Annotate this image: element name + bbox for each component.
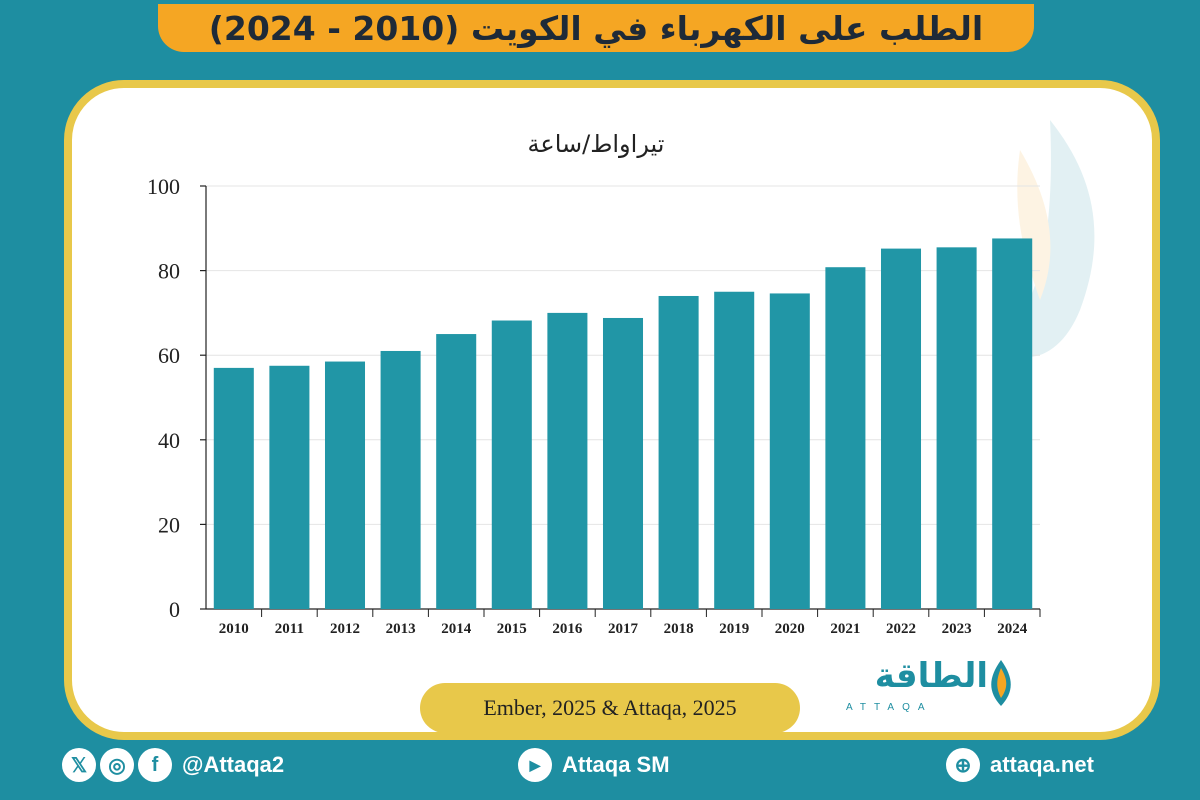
youtube-icon: ▶ <box>518 748 552 782</box>
bar-2024 <box>992 238 1033 609</box>
facebook-icon[interactable]: f <box>138 748 172 782</box>
instagram-icon[interactable]: ◎ <box>100 748 134 782</box>
social-links: 𝕏 ◎ f @Attaqa2 <box>62 748 284 782</box>
x-tick-label: 2020 <box>775 621 805 637</box>
bar-2021 <box>825 267 866 609</box>
bar-2011 <box>269 365 310 609</box>
x-tick-label: 2018 <box>664 621 694 637</box>
attaqa-logo: الطاقة ATTAQA <box>838 656 1018 718</box>
x-tick-label: 2019 <box>719 621 749 637</box>
x-tick-label: 2024 <box>997 621 1028 637</box>
source-pill: Ember, 2025 & Attaqa, 2025 <box>420 683 800 733</box>
youtube-link[interactable]: ▶ Attaqa SM <box>518 748 670 782</box>
flame-drop-icon <box>991 660 1011 706</box>
chart-title: الطلب على الكهرباء في الكويت (2010 - 202… <box>208 8 984 48</box>
x-tick-label: 2010 <box>219 621 249 637</box>
bar-2010 <box>213 367 254 609</box>
bar-2023 <box>936 247 977 609</box>
bar-2020 <box>769 293 810 609</box>
x-tick-label: 2012 <box>330 621 360 637</box>
bar-2015 <box>491 320 532 609</box>
bar-2014 <box>436 334 477 609</box>
x-icon[interactable]: 𝕏 <box>62 748 96 782</box>
y-tick-label: 60 <box>158 343 180 368</box>
website-url: attaqa.net <box>990 752 1094 777</box>
y-tick-label: 80 <box>158 259 180 284</box>
logo-arabic-text: الطاقة <box>874 656 988 696</box>
y-tick-label: 40 <box>158 428 180 453</box>
x-tick-label: 2022 <box>886 621 916 637</box>
x-tick-label: 2017 <box>608 621 639 637</box>
bar-2016 <box>547 312 588 609</box>
x-tick-label: 2023 <box>942 621 972 637</box>
bar-2019 <box>714 291 755 609</box>
bar-2017 <box>602 317 644 609</box>
x-tick-label: 2014 <box>441 621 472 637</box>
youtube-handle: Attaqa SM <box>562 752 670 777</box>
logo-english-text: ATTAQA <box>846 702 933 713</box>
footer: 𝕏 ◎ f @Attaqa2 ▶ Attaqa SM ⊕ attaqa.net <box>0 740 1200 800</box>
watermark-logo-icon <box>1000 120 1095 357</box>
y-tick-label: 20 <box>158 512 180 537</box>
y-tick-label: 100 <box>147 174 180 199</box>
x-tick-label: 2011 <box>275 621 304 637</box>
y-axis-unit-label: تيراواط/ساعة <box>527 130 665 158</box>
title-banner: الطلب على الكهرباء في الكويت (2010 - 202… <box>158 4 1034 52</box>
x-tick-label: 2021 <box>830 621 860 637</box>
bar-2012 <box>324 361 366 609</box>
x-tick-label: 2013 <box>386 621 416 637</box>
y-tick-label: 0 <box>169 597 180 622</box>
website-link[interactable]: ⊕ attaqa.net <box>946 748 1094 782</box>
social-handle[interactable]: @Attaqa2 <box>182 752 285 777</box>
x-tick-label: 2016 <box>552 621 583 637</box>
bar-2022 <box>880 248 922 609</box>
bar-2018 <box>658 295 699 609</box>
bar-2013 <box>380 350 421 609</box>
x-tick-label: 2015 <box>497 621 527 637</box>
globe-icon: ⊕ <box>946 748 980 782</box>
source-text: Ember, 2025 & Attaqa, 2025 <box>483 695 737 720</box>
